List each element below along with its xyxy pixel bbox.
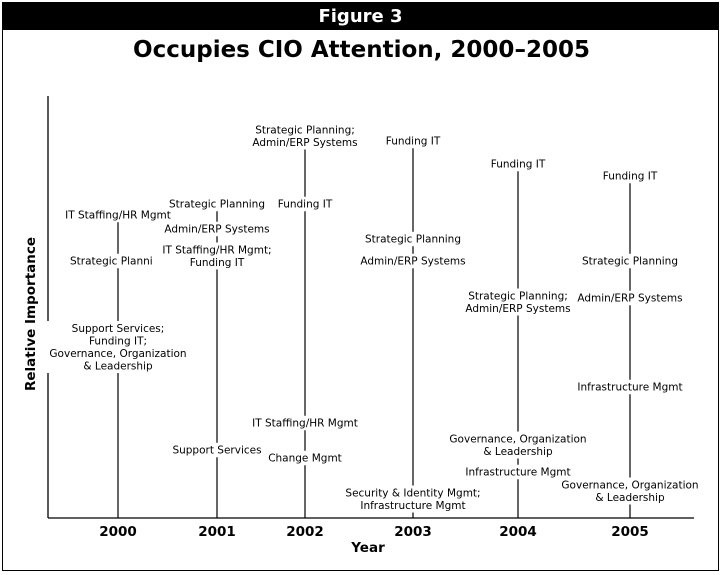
label-bg [161,221,273,237]
priority-label: IT Staffing/HR Mgmt [65,210,171,222]
priority-label: Strategic Planning [70,256,166,268]
label-bg [483,156,553,172]
priority-label: Strategic Planning; Admin/ERP Systems [252,124,357,149]
priority-label: Governance, Organization & Leadership [561,479,698,504]
x-tick-label: 2000 [99,524,137,540]
priority-label: Strategic Planning; Admin/ERP Systems [465,290,570,315]
label-bg [158,196,276,212]
priority-label: Funding IT [603,171,658,183]
priority-label: Change Mgmt [268,453,342,465]
x-tick-label: 2003 [394,524,432,540]
priority-label: Funding IT [278,199,333,211]
label-bg [568,379,692,395]
priority-label: Strategic Planning [169,199,265,211]
priority-label: Admin/ERP Systems [164,224,269,236]
label-bg [378,133,448,149]
priority-label: Strategic Planning [365,234,461,246]
label-bg [40,321,196,373]
priority-label: Funding IT [491,159,546,171]
label-bg [595,168,665,184]
priority-label: IT Staffing/HR Mgmt; Funding IT [162,244,271,269]
priority-label: Funding IT [386,136,441,148]
label-bg [357,253,469,269]
x-tick-label: 2001 [198,524,236,540]
priority-label: Admin/ERP Systems [360,256,465,268]
y-axis-title: Relative Importance [23,237,39,391]
x-tick-label: 2004 [499,524,537,540]
priority-label: Support Services [172,445,261,457]
label-bg [270,196,340,212]
label-bg [152,242,282,270]
priority-label: Admin/ERP Systems [577,293,682,305]
x-tick-label: 2002 [286,524,324,540]
chart-title: Occupies CIO Attention, 2000–2005 [133,37,590,63]
figure-label: Figure 3 [3,3,718,30]
priority-label: Infrastructure Mgmt [577,382,682,394]
label-bg [59,253,177,269]
label-bg [456,288,580,316]
x-tick-label: 2005 [611,524,649,540]
x-axis-title: Year [350,540,385,556]
label-bg [552,477,708,505]
label-bg [243,415,367,431]
priority-label: Strategic Planning [582,256,678,268]
priority-label: Governance, Organization & Leadership [449,433,586,458]
label-bg [574,290,686,306]
label-bg [243,122,367,150]
label-bg [267,450,343,466]
label-bg [332,485,494,513]
label-bg [456,464,580,480]
label-bg [440,431,596,459]
priority-label: Support Services; Funding IT; Governance, … [49,323,186,373]
label-bg [354,231,472,247]
priority-label: IT Staffing/HR Mgmt [252,418,358,430]
label-bg [571,253,689,269]
priority-label: Security & Identity Mgmt; Infrastructure … [345,487,480,512]
label-bg [164,442,270,458]
label-bg [56,207,180,223]
priority-label: Infrastructure Mgmt [465,467,570,479]
